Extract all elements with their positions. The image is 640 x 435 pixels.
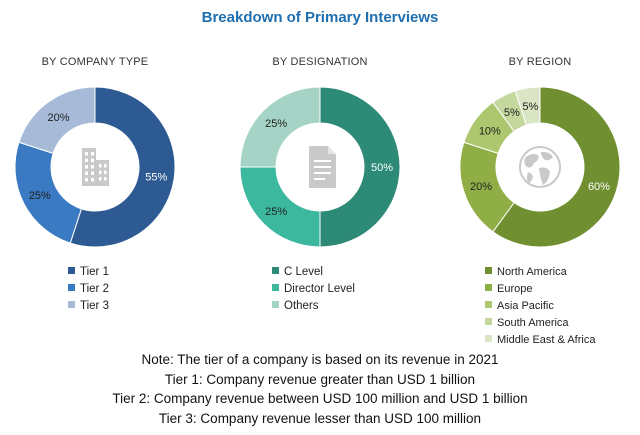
legend-swatch	[68, 301, 75, 308]
legend-label: C Level	[284, 266, 323, 278]
slice-tier-3	[18, 86, 96, 155]
data-label-asia-pacific: 10%	[479, 126, 501, 138]
panel-heading: BY COMPANY TYPE	[41, 56, 149, 68]
legend-item-middle-east-and-africa: Middle East & Africa	[485, 332, 595, 349]
building-icon	[82, 148, 109, 186]
slice-c-level	[319, 86, 401, 248]
data-label-tier-2: 25%	[29, 190, 51, 202]
panel-heading: BY DESIGNATION	[272, 56, 368, 68]
data-label-tier-1: 55%	[145, 172, 167, 184]
legend-swatch	[485, 267, 492, 274]
document-icon	[309, 146, 336, 188]
legend-label: South America	[497, 317, 569, 329]
legend-swatch	[272, 301, 279, 308]
note-line: Tier 3: Company revenue lesser than USD …	[158, 410, 482, 426]
company-type-panel: BY COMPANY TYPE 55% 25% 20% Tier 1 Tier 2 Ti…	[0, 56, 190, 336]
legend-label: Director Level	[284, 283, 355, 295]
designation-donut: 50% 25% 25%	[239, 86, 401, 248]
data-label-europe: 20%	[470, 181, 492, 193]
region-legend: North America Europe Asia Pacific South Ame…	[485, 264, 595, 349]
legend-item-others: Others	[272, 298, 355, 315]
note-line: Tier 1: Company revenue greater than USD…	[164, 371, 476, 387]
legend-label: Europe	[497, 283, 533, 295]
legend-item-asia-pacific: Asia Pacific	[485, 298, 595, 315]
data-label-middle-east-and-africa: 5%	[522, 101, 538, 113]
legend-swatch	[485, 284, 492, 291]
legend-item-tier-3: Tier 3	[68, 298, 109, 315]
data-label-tier-3: 20%	[48, 112, 70, 124]
company-type-donut: 55% 25% 20%	[14, 86, 176, 248]
legend-swatch	[485, 318, 492, 325]
legend-label: Tier 1	[80, 266, 109, 278]
panel-heading: BY REGION	[508, 56, 572, 68]
legend-item-c-level: C Level	[272, 264, 355, 281]
region-donut: 60%20%10%5% 5%	[459, 86, 621, 248]
company-type-legend: Tier 1 Tier 2 Tier 3	[68, 264, 109, 315]
data-label-c-level: 50%	[371, 162, 393, 174]
legend-swatch	[485, 335, 492, 342]
slice-others	[239, 86, 321, 168]
legend-label: Middle East & Africa	[497, 334, 596, 346]
legend-label: Tier 3	[80, 300, 109, 312]
legend-item-south-america: South America	[485, 315, 595, 332]
data-label-director-level: 25%	[265, 206, 287, 218]
data-label-others: 25%	[265, 118, 287, 130]
chart-title: Breakdown of Primary Interviews	[201, 9, 439, 26]
slice-north-america	[492, 86, 621, 248]
legend-label: Asia Pacific	[497, 300, 554, 312]
legend-item-tier-2: Tier 2	[68, 281, 109, 298]
legend-item-director-level: Director Level	[272, 281, 355, 298]
legend-item-north-america: North America	[485, 264, 595, 281]
legend-label: North America	[497, 266, 567, 278]
slice-middle-east-and-africa	[514, 86, 541, 126]
designation-legend: C Level Director Level Others	[272, 264, 355, 315]
legend-swatch	[68, 284, 75, 291]
data-label-south-america: 5%	[504, 107, 520, 119]
data-label-north-america: 60%	[588, 181, 610, 193]
region-panel: BY REGION 60% 20% 10% 5% 5% North America Eur…	[445, 56, 635, 346]
slice-tier-1	[69, 86, 176, 248]
legend-item-tier-1: Tier 1	[68, 264, 109, 281]
legend-swatch	[272, 267, 279, 274]
legend-swatch	[68, 267, 75, 274]
legend-label: Others	[284, 300, 319, 312]
designation-panel: BY DESIGNATION 50% 25% 25% C Level Director…	[225, 56, 415, 336]
note-line: Note: The tier of a company is based on …	[141, 352, 499, 367]
note-line: Tier 2: Company revenue between USD 100 …	[112, 391, 528, 406]
legend-swatch	[272, 284, 279, 291]
legend-swatch	[485, 301, 492, 308]
legend-item-europe: Europe	[485, 281, 595, 298]
legend-label: Tier 2	[80, 283, 109, 295]
tier-notes: Note: The tier of a company is based on …	[0, 350, 640, 428]
globe-icon	[519, 146, 561, 188]
